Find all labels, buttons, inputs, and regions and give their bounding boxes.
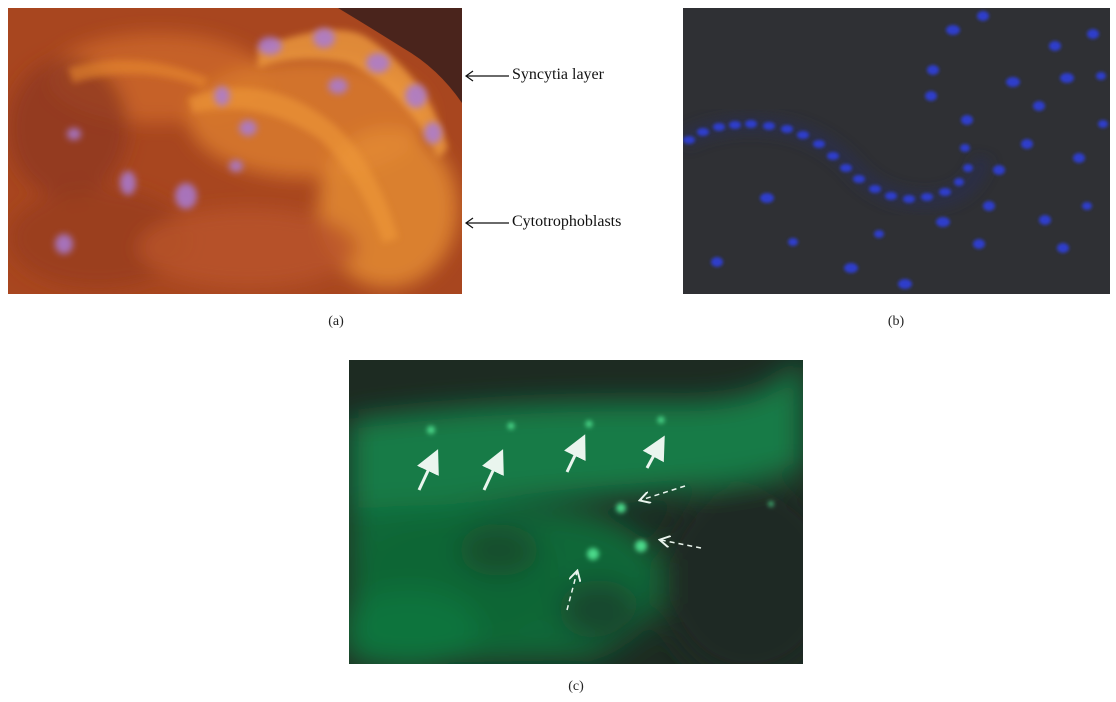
syncytia-arrow-icon [464, 70, 509, 82]
micrograph-panel-b [683, 8, 1110, 294]
micrograph-panel-a [8, 8, 462, 294]
cytotrophoblasts-arrow-icon [464, 217, 509, 229]
micrograph-panel-c [349, 360, 803, 664]
panel-c-caption: (c) [568, 679, 584, 694]
syncytia-layer-label: Syncytia layer [512, 66, 604, 83]
panel-b-caption: (b) [887, 314, 905, 329]
panel-a-caption: (a) [328, 314, 344, 329]
cytotrophoblasts-label: Cytotrophoblasts [512, 213, 622, 230]
